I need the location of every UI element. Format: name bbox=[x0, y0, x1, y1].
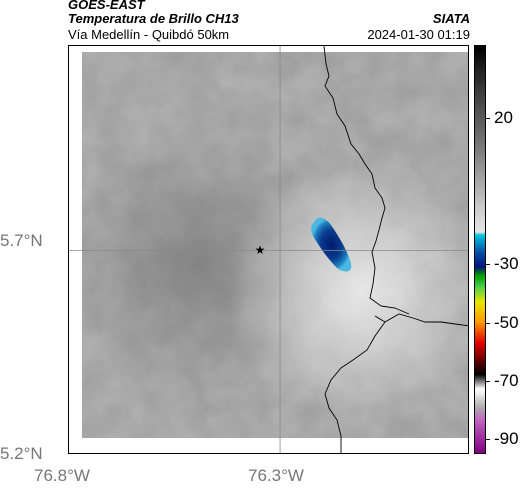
route-label: Vía Medellín - Quibdó 50km bbox=[68, 27, 230, 42]
lat-label-5-2: 5.2°N bbox=[0, 444, 43, 463]
cold-cloud-top bbox=[311, 217, 352, 272]
datetime-label: 2024-01-30 01:19 bbox=[367, 27, 470, 42]
colorbar-label: -90 bbox=[494, 429, 519, 449]
lon-label-76-8: 76.8°W bbox=[34, 466, 90, 485]
product-title: Temperatura de Brillo CH13 bbox=[68, 11, 239, 26]
source-label: SIATA bbox=[432, 11, 470, 26]
colorbar-label: -30 bbox=[494, 254, 519, 274]
colorbar-tick bbox=[486, 439, 490, 441]
department-border-east bbox=[369, 251, 410, 315]
brightness-temperature-map[interactable] bbox=[69, 46, 469, 454]
temperature-colorbar bbox=[474, 45, 486, 454]
colorbar-label: -50 bbox=[494, 312, 519, 332]
satellite-title: GOES-EAST bbox=[68, 0, 145, 12]
colorbar-tick bbox=[486, 322, 490, 324]
lon-label-76-3: 76.3°W bbox=[248, 466, 304, 485]
department-border-north bbox=[323, 46, 386, 253]
map-panel[interactable]: ★ bbox=[68, 45, 469, 454]
department-border-spur bbox=[374, 315, 386, 323]
satellite-imagery bbox=[82, 52, 468, 438]
colorbar-tick bbox=[486, 380, 490, 382]
colorbar-tick bbox=[486, 118, 490, 120]
star-icon: ★ bbox=[254, 242, 266, 257]
colorbar-tick bbox=[486, 264, 490, 266]
lat-label-5-7: 5.7°N bbox=[0, 231, 43, 250]
colorbar-label: -70 bbox=[494, 370, 519, 390]
colorbar-label: 20 bbox=[494, 108, 513, 128]
department-border-river bbox=[324, 313, 468, 453]
